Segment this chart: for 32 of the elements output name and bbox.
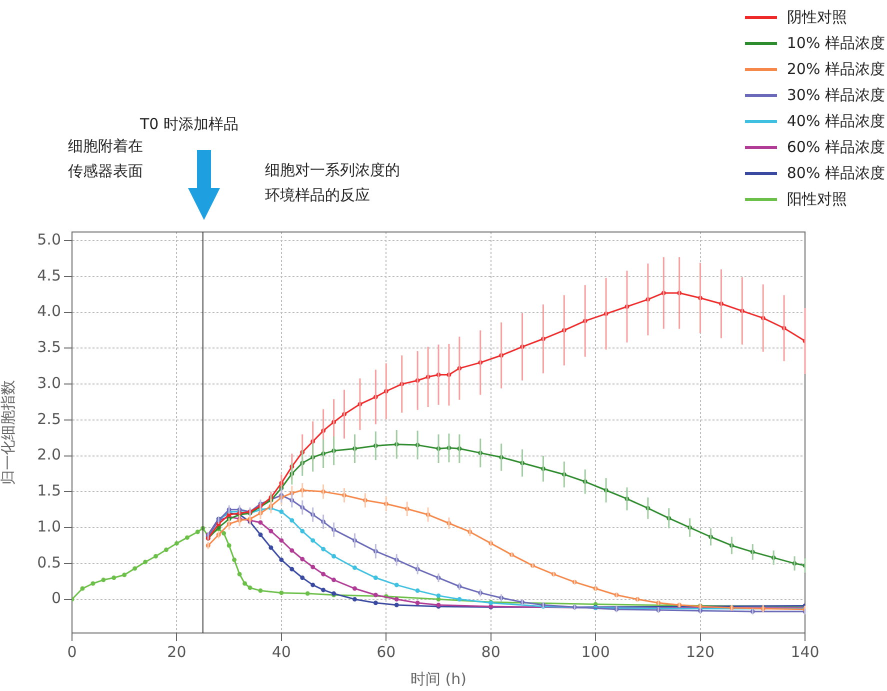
y-tick-label: 4.0	[37, 302, 61, 320]
legend-label: 阳性对照	[786, 190, 847, 208]
legend-label: 40% 样品浓度	[786, 112, 885, 130]
y-tick-label: 5.0	[37, 230, 61, 248]
y-tick-label: 4.5	[37, 266, 61, 284]
x-tick-label: 20	[167, 642, 186, 661]
legend-label: 10% 样品浓度	[786, 34, 885, 52]
y-tick-label: 3.0	[37, 374, 61, 392]
legend-label: 阴性对照	[786, 8, 847, 26]
y-tick-label: 0	[51, 589, 61, 608]
y-tick-label: 0.5	[37, 553, 61, 572]
text: T0 时添加样品	[140, 114, 240, 135]
y-tick-label: 3.5	[37, 338, 61, 356]
x-tick-label: 40	[272, 642, 291, 661]
y-axis-title: 归一化细胞指数	[0, 380, 17, 485]
y-tick-label: 2.5	[37, 410, 61, 428]
legend-label: 30% 样品浓度	[786, 86, 885, 104]
legend-label: 80% 样品浓度	[786, 164, 885, 182]
x-tick-label: 60	[376, 642, 396, 661]
y-tick-label: 1.5	[37, 482, 61, 500]
x-tick-label: 100	[581, 642, 610, 661]
x-axis-title: 时间 (h)	[410, 670, 466, 688]
y-tick-label: 2.0	[37, 446, 61, 464]
text: 细胞附着在传感器表面	[68, 136, 144, 182]
x-tick-label: 0	[67, 642, 77, 661]
legend-label: 20% 样品浓度	[786, 60, 885, 78]
x-tick-label: 140	[790, 642, 820, 661]
x-tick-label: 120	[686, 642, 715, 661]
y-tick-label: 1.0	[37, 517, 61, 536]
x-tick-label: 80	[481, 642, 500, 661]
text: 细胞对一系列浓度的环境样品的反应	[265, 160, 401, 206]
legend-label: 60% 样品浓度	[786, 138, 885, 156]
